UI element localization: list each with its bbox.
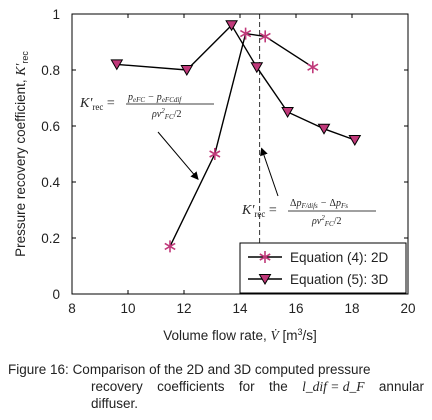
data-point-3d	[225, 20, 238, 32]
data-point-3d	[281, 107, 294, 118]
svg-text:ρv2FC/2: ρv2FC/2	[151, 107, 181, 121]
figure-caption: Figure 16: Comparison of the 2D and 3D c…	[8, 361, 424, 412]
legend-box	[239, 242, 407, 294]
equation-3d: K′rec = ΔpF/difs − ΔpFs ρv2FC/2	[241, 198, 376, 228]
data-point-2d	[259, 30, 271, 43]
y-tick-label: 0.8	[41, 63, 60, 78]
data-point-3d	[317, 123, 331, 135]
data-point-2d	[209, 148, 221, 160]
data-point-2d	[240, 27, 252, 40]
legend: Equation (4): 2D Equation (5): 3D	[239, 242, 407, 294]
x-tick-label: 20	[400, 301, 415, 316]
y-tick-label: 0	[52, 287, 60, 302]
equation-2d: K′rec = peFC − peFCdif ρv2FC/2	[79, 92, 214, 121]
data-point-2d	[307, 61, 319, 74]
chart: 0 0.2 0.4 0.6 0.8 1 8 10 12 14 16 18 20 K′rec = peFC…	[13, 7, 416, 343]
svg-text:K′rec =: K′rec =	[241, 203, 277, 219]
svg-text:K′rec =: K′rec =	[79, 96, 115, 112]
plot-frame	[71, 13, 409, 295]
x-tick-label: 16	[288, 301, 303, 316]
x-tick-label: 12	[176, 301, 191, 316]
y-tick-label: 0.4	[41, 175, 60, 190]
caption-math: l_dif = d_F	[302, 379, 365, 394]
data-point-3d	[110, 59, 124, 71]
y-tick-label: 0.2	[41, 231, 60, 246]
data-point-3d	[180, 65, 194, 76]
svg-text:ρv2FC/2: ρv2FC/2	[311, 214, 341, 228]
y-tick-label: 0.6	[41, 119, 60, 134]
legend-2d-marker	[259, 251, 271, 263]
data-point-3d	[348, 135, 362, 146]
series-layer	[110, 20, 362, 253]
caption-prefix: Figure 16:	[8, 362, 69, 377]
x-tick-label: 8	[68, 301, 76, 316]
caption-line-2: recovery coefficients for the l_dif = d_…	[91, 379, 424, 394]
x-tick-label: 10	[120, 301, 135, 316]
svg-text:ΔpF/difs − ΔpFs: ΔpF/difs − ΔpFs	[290, 198, 348, 210]
series-2d	[164, 27, 319, 253]
series-line	[116, 24, 356, 141]
x-axis-ticks: 8 10 12 14 16 18 20	[68, 14, 416, 316]
data-point-2d	[164, 240, 176, 253]
caption-line-3: diffuser.	[91, 396, 139, 411]
y-axis-ticks: 0 0.2 0.4 0.6 0.8 1	[41, 7, 408, 302]
equation-annotations: K′rec = peFC − peFCdif ρv2FC/2 K′rec = ΔpF/d…	[79, 92, 376, 228]
legend-3d-marker	[258, 274, 272, 285]
x-tick-label: 18	[344, 301, 359, 316]
annotation-arrow-3d	[260, 147, 279, 197]
y-tick-label: 1	[52, 7, 60, 22]
x-tick-label: 14	[232, 301, 248, 316]
legend-3d-label: Equation (5): 3D	[290, 272, 389, 287]
x-axis-title: Volume flow rate, V̇ [m3/s]	[163, 327, 317, 343]
series-3d	[110, 20, 362, 146]
y-axis-title: Pressure recovery coefficient, K′rec	[13, 51, 30, 257]
annotation-arrow-2d	[157, 131, 199, 180]
svg-text:peFC − peFCdif: peFC − peFCdif	[127, 92, 182, 104]
legend-2d-label: Equation (4): 2D	[290, 250, 389, 265]
data-point-3d	[250, 62, 264, 74]
caption-line-1: Comparison of the 2D and 3D computed pre…	[72, 362, 371, 377]
